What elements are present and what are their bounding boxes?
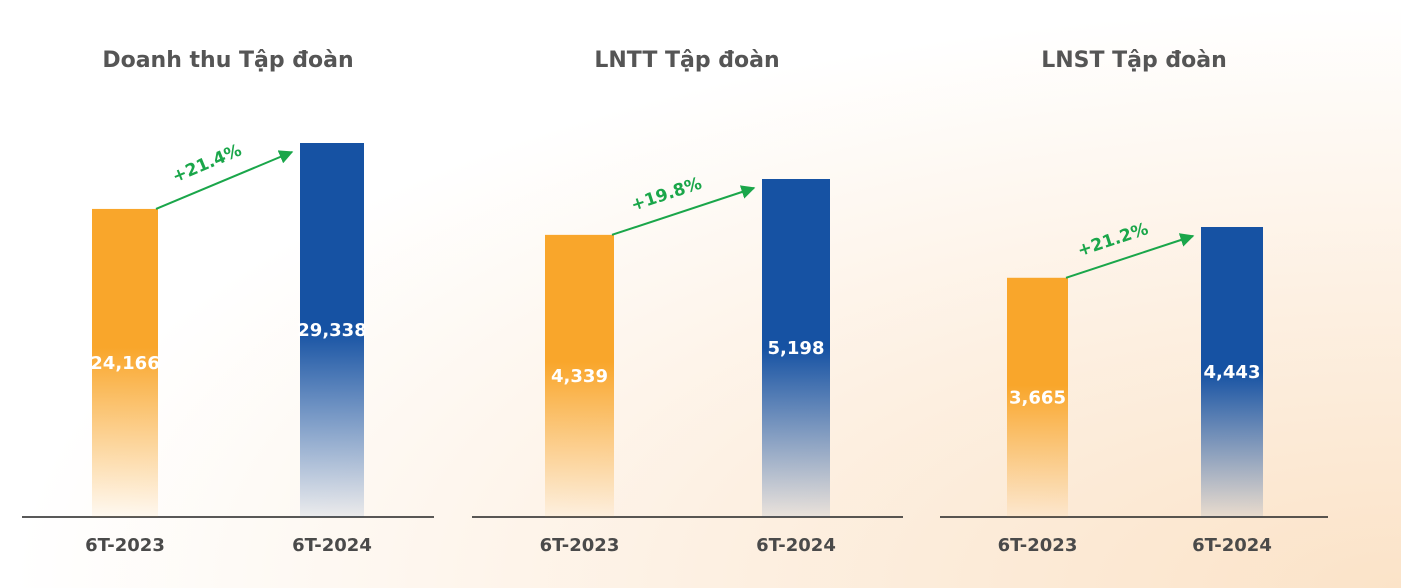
data-label: 4,443 (1204, 362, 1261, 383)
data-label: 5,198 (768, 338, 825, 359)
x-tick-label: 6T-2024 (756, 535, 836, 556)
bar-6T-2024 (762, 179, 830, 517)
data-label: 4,339 (551, 366, 608, 387)
growth-arrow (611, 185, 756, 236)
x-tick-label: 6T-2024 (1192, 535, 1272, 556)
growth-arrow (155, 150, 294, 210)
bar-6T-2023 (545, 234, 614, 517)
x-tick-label: 6T-2023 (998, 535, 1078, 556)
growth-label: +19.8% (629, 174, 705, 216)
x-tick-label: 6T-2024 (292, 535, 372, 556)
data-label: 29,338 (297, 320, 366, 341)
bar-6T-2023 (1007, 277, 1068, 517)
growth-label: +21.4% (169, 140, 244, 187)
bar-6T-2024 (300, 143, 364, 517)
x-tick-label: 6T-2023 (85, 535, 165, 556)
data-label: 3,665 (1009, 387, 1066, 408)
growth-arrow (1065, 233, 1195, 279)
bar-6T-2024 (1201, 227, 1263, 517)
chart-title: LNTT Tập đoàn (594, 48, 779, 73)
chart-title: Doanh thu Tập đoàn (102, 48, 353, 73)
chart-title: LNST Tập đoàn (1041, 48, 1227, 73)
data-label: 24,166 (90, 353, 159, 374)
x-tick-label: 6T-2023 (540, 535, 620, 556)
bar-6T-2023 (92, 208, 158, 518)
growth-label: +21.2% (1075, 219, 1151, 261)
